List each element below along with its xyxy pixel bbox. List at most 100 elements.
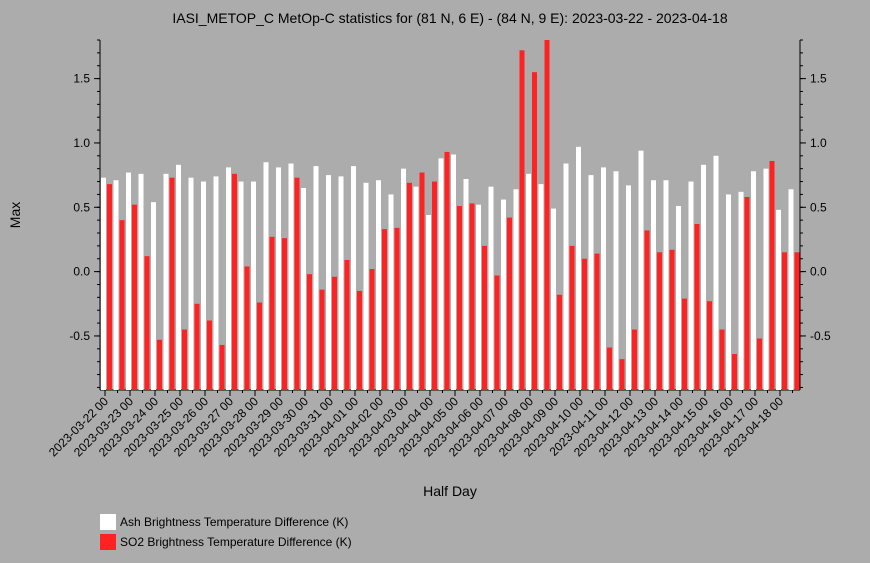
ash-bar xyxy=(513,189,519,390)
ash-bar xyxy=(213,176,219,390)
so2-bar xyxy=(282,238,287,390)
ash-bar xyxy=(326,175,331,390)
ash-bar xyxy=(763,168,769,390)
so2-bar xyxy=(544,40,550,390)
y-tick-label-right: 1.0 xyxy=(810,136,827,150)
y-tick-label-right: 0.5 xyxy=(810,200,827,214)
so2-bar xyxy=(457,205,462,390)
so2-bar xyxy=(657,252,662,390)
so2-bar xyxy=(494,275,500,390)
ash-bar xyxy=(638,150,644,390)
so2-bar xyxy=(107,184,112,390)
so2-bar xyxy=(682,298,687,390)
so2-bar xyxy=(119,220,125,390)
ash-bar xyxy=(613,171,619,390)
legend-item-so2: SO2 Brightness Temperature Difference (K… xyxy=(100,532,352,552)
so2-bar xyxy=(519,50,525,390)
so2-bar xyxy=(532,72,537,390)
so2-bar xyxy=(369,269,375,390)
ash-bar xyxy=(138,173,144,390)
so2-bar xyxy=(619,359,625,390)
x-axis-label: Half Day xyxy=(423,483,477,499)
legend-item-ash: Ash Brightness Temperature Difference (K… xyxy=(100,512,352,532)
so2-bar xyxy=(757,338,762,390)
so2-bar xyxy=(144,256,150,390)
so2-bar xyxy=(582,258,587,390)
ash-bar xyxy=(238,181,244,390)
so2-bar xyxy=(607,347,612,390)
ash-bar xyxy=(313,166,319,390)
legend-swatch-so2 xyxy=(100,534,116,550)
so2-bar xyxy=(594,253,600,390)
ash-bar xyxy=(451,154,456,390)
ash-bar xyxy=(101,177,106,390)
so2-bar xyxy=(669,249,675,390)
so2-bar xyxy=(632,329,637,390)
ash-bar xyxy=(251,181,256,390)
y-tick-label-left: 0.5 xyxy=(73,200,90,214)
so2-bar xyxy=(469,203,475,390)
ash-bar xyxy=(188,177,194,390)
so2-bar xyxy=(182,329,187,390)
chart-title: IASI_METOP_C MetOp-C statistics for (81 … xyxy=(172,10,728,26)
so2-bar xyxy=(719,329,725,390)
y-tick-label-left: 0.0 xyxy=(73,265,90,279)
so2-bar xyxy=(257,302,262,390)
ash-bar xyxy=(413,186,419,390)
ash-bar xyxy=(363,182,369,390)
so2-bar xyxy=(219,344,225,390)
ash-bar xyxy=(676,205,681,390)
legend-swatch-ash xyxy=(100,514,116,530)
ash-bar xyxy=(788,189,794,390)
ash-bar xyxy=(576,146,581,390)
so2-bar xyxy=(407,182,412,390)
so2-bar xyxy=(732,353,737,390)
ash-bar xyxy=(738,191,744,390)
ash-bar xyxy=(426,215,431,390)
ash-bar xyxy=(463,178,469,390)
so2-bar xyxy=(794,252,800,390)
ash-bar xyxy=(201,181,206,390)
ash-bar xyxy=(776,209,781,390)
ash-bar xyxy=(476,204,481,390)
ash-bar xyxy=(301,187,306,390)
ash-bar xyxy=(438,158,444,390)
ash-bar xyxy=(263,162,269,390)
ash-bar xyxy=(351,166,356,390)
legend: Ash Brightness Temperature Difference (K… xyxy=(100,512,352,552)
so2-bar xyxy=(782,252,787,390)
ash-bar xyxy=(538,184,544,390)
so2-bar xyxy=(644,230,650,390)
so2-bar xyxy=(394,227,400,390)
y-tick-label-right: -0.5 xyxy=(810,329,831,343)
ash-bar xyxy=(626,185,631,390)
ash-bar xyxy=(588,175,594,390)
y-tick-label-right: 0.0 xyxy=(810,265,827,279)
so2-bar xyxy=(269,236,275,390)
so2-bar xyxy=(557,294,562,390)
so2-bar xyxy=(432,181,437,390)
ash-bar xyxy=(651,180,656,390)
y-tick-label-left: -0.5 xyxy=(69,329,90,343)
so2-bar xyxy=(344,260,350,390)
so2-bar xyxy=(132,204,137,390)
ash-bar xyxy=(113,180,119,390)
so2-bar xyxy=(769,160,775,390)
ash-bar xyxy=(726,194,731,390)
ash-bar xyxy=(751,171,756,390)
ash-bar xyxy=(276,167,281,390)
ash-bar xyxy=(226,167,231,390)
ash-bar xyxy=(401,168,406,390)
ash-bar xyxy=(151,202,156,390)
so2-bar xyxy=(444,151,450,390)
ash-bar xyxy=(288,163,294,390)
ash-bar xyxy=(663,180,669,390)
ash-bar xyxy=(376,180,381,390)
so2-bar xyxy=(694,224,700,390)
so2-bar xyxy=(307,274,312,390)
y-tick-label-left: 1.5 xyxy=(73,72,90,86)
ash-bar xyxy=(701,164,706,390)
ash-bar xyxy=(713,155,719,390)
y-tick-label-right: 1.5 xyxy=(810,72,827,86)
